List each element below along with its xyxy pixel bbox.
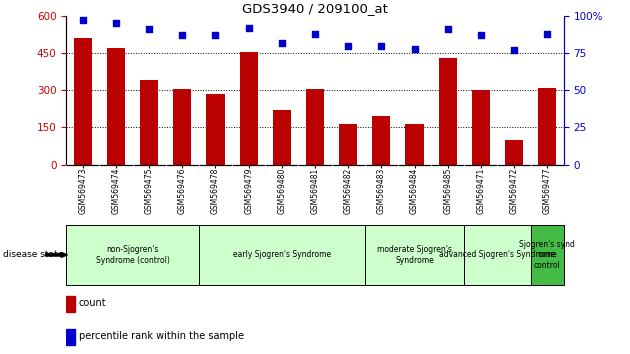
Text: moderate Sjogren's
Syndrome: moderate Sjogren's Syndrome: [377, 245, 452, 264]
Point: [177, 33, 187, 38]
Point: [310, 31, 320, 36]
Point: [244, 25, 254, 31]
Text: percentile rank within the sample: percentile rank within the sample: [79, 331, 244, 341]
Title: GDS3940 / 209100_at: GDS3940 / 209100_at: [242, 2, 388, 15]
Point: [111, 21, 121, 26]
Text: early Sjogren's Syndrome: early Sjogren's Syndrome: [232, 250, 331, 259]
Bar: [538, 88, 556, 165]
Bar: [406, 124, 423, 165]
Text: GSM569479: GSM569479: [244, 167, 253, 214]
Bar: [74, 38, 92, 165]
Bar: [66, 296, 75, 313]
Bar: [365, 225, 464, 285]
Point: [144, 27, 154, 32]
Text: GSM569485: GSM569485: [444, 167, 452, 214]
Bar: [199, 225, 365, 285]
Bar: [107, 48, 125, 165]
Point: [343, 43, 353, 48]
Bar: [207, 94, 224, 165]
Point: [410, 46, 420, 51]
Bar: [438, 58, 457, 165]
Bar: [306, 89, 324, 165]
Text: GSM569471: GSM569471: [476, 167, 485, 214]
Text: non-Sjogren's
Syndrome (control): non-Sjogren's Syndrome (control): [96, 245, 169, 264]
Text: GSM569482: GSM569482: [344, 167, 353, 214]
Point: [277, 40, 287, 46]
Text: GSM569472: GSM569472: [510, 167, 518, 214]
Bar: [339, 124, 357, 165]
Text: GSM569476: GSM569476: [178, 167, 186, 214]
Bar: [273, 110, 291, 165]
Text: Sjogren's synd
rome
control: Sjogren's synd rome control: [519, 240, 575, 270]
Point: [210, 33, 220, 38]
Point: [376, 43, 386, 48]
Text: disease state: disease state: [3, 250, 64, 259]
Bar: [505, 140, 523, 165]
Point: [77, 18, 88, 23]
Text: GSM569475: GSM569475: [145, 167, 154, 214]
Text: GSM569473: GSM569473: [78, 167, 87, 214]
Bar: [173, 89, 192, 165]
Text: count: count: [79, 298, 106, 308]
Text: GSM569484: GSM569484: [410, 167, 419, 214]
Bar: [372, 116, 391, 165]
Text: GSM569481: GSM569481: [311, 167, 319, 214]
Bar: [239, 52, 258, 165]
Text: GSM569483: GSM569483: [377, 167, 386, 214]
Bar: [464, 225, 530, 285]
Text: GSM569477: GSM569477: [543, 167, 552, 214]
Text: GSM569480: GSM569480: [277, 167, 286, 214]
Point: [476, 33, 486, 38]
Point: [443, 27, 453, 32]
Bar: [472, 90, 490, 165]
Bar: [140, 80, 158, 165]
Point: [509, 47, 519, 53]
Bar: [66, 329, 75, 345]
Text: GSM569474: GSM569474: [112, 167, 120, 214]
Text: advanced Sjogren's Syndrome: advanced Sjogren's Syndrome: [440, 250, 556, 259]
Text: GSM569478: GSM569478: [211, 167, 220, 214]
Bar: [530, 225, 564, 285]
Bar: [66, 225, 199, 285]
Point: [542, 31, 553, 36]
